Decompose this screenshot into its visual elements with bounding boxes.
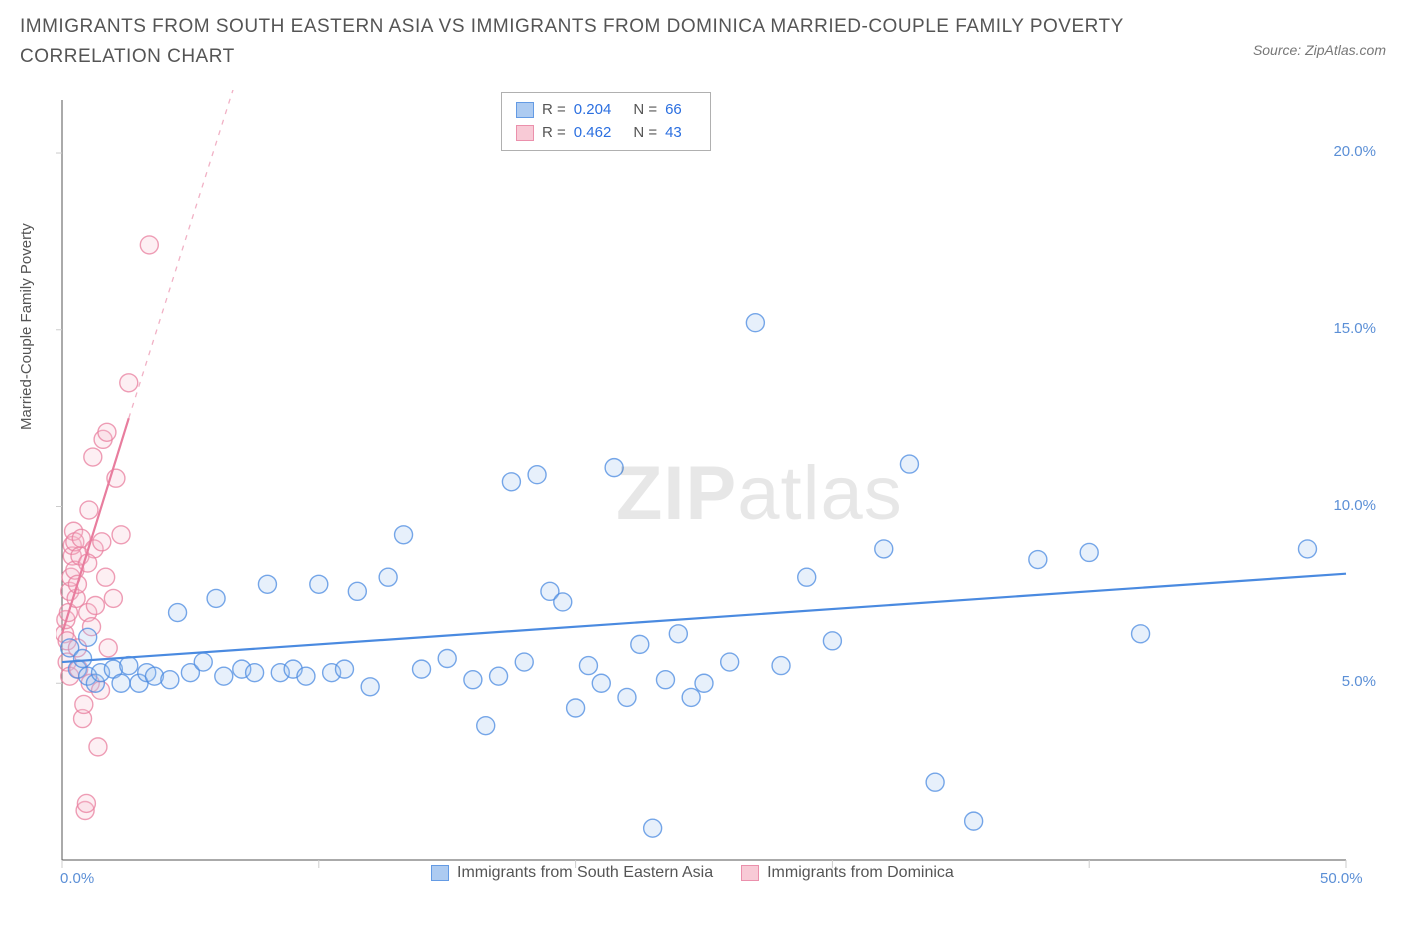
scatter-plot-svg <box>56 90 1376 880</box>
legend-label-sea: Immigrants from South Eastern Asia <box>457 864 713 882</box>
swatch-dom <box>741 865 759 881</box>
swatch-sea <box>516 102 534 118</box>
stats-row-dom: R = 0.462 N = 43 <box>516 122 696 145</box>
x-tick-label: 50.0% <box>1320 870 1363 887</box>
y-axis-label: Married-Couple Family Poverty <box>18 223 35 430</box>
y-tick-label: 20.0% <box>1333 143 1376 160</box>
stats-row-sea: R = 0.204 N = 66 <box>516 99 696 122</box>
r-value-sea: 0.204 <box>574 99 612 122</box>
plot-area: ZIPatlas R = 0.204 N = 66 R = 0.462 N = … <box>56 90 1376 880</box>
chart-title: IMMIGRANTS FROM SOUTH EASTERN ASIA VS IM… <box>20 12 1140 73</box>
legend-item-sea: Immigrants from South Eastern Asia <box>431 864 713 882</box>
n-value-sea: 66 <box>665 99 682 122</box>
r-label: R = <box>542 99 566 122</box>
n-value-dom: 43 <box>665 122 682 145</box>
source-label: Source: ZipAtlas.com <box>1253 42 1386 58</box>
swatch-dom <box>516 125 534 141</box>
stats-legend-box: R = 0.204 N = 66 R = 0.462 N = 43 <box>501 92 711 151</box>
r-label: R = <box>542 122 566 145</box>
n-label: N = <box>633 99 657 122</box>
header-row: IMMIGRANTS FROM SOUTH EASTERN ASIA VS IM… <box>0 0 1406 73</box>
bottom-legend: Immigrants from South Eastern Asia Immig… <box>431 864 954 882</box>
y-tick-label: 15.0% <box>1333 320 1376 337</box>
legend-label-dom: Immigrants from Dominica <box>767 864 954 882</box>
legend-item-dom: Immigrants from Dominica <box>741 864 954 882</box>
n-label: N = <box>633 122 657 145</box>
r-value-dom: 0.462 <box>574 122 612 145</box>
y-tick-label: 10.0% <box>1333 497 1376 514</box>
y-tick-label: 5.0% <box>1342 673 1376 690</box>
x-tick-label: 0.0% <box>60 870 94 887</box>
swatch-sea <box>431 865 449 881</box>
